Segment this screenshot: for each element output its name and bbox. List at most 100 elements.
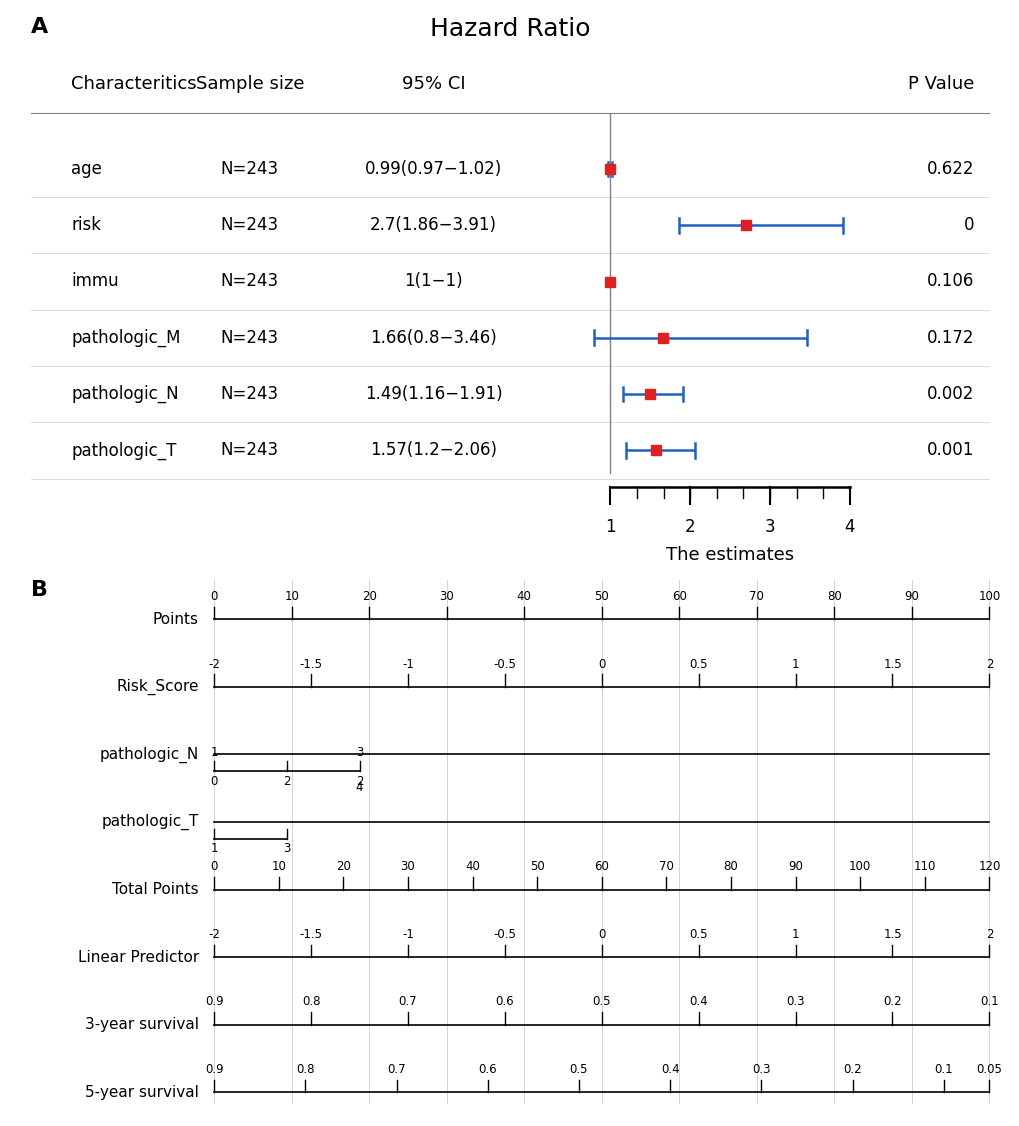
- Text: 50: 50: [594, 590, 608, 602]
- Text: 0.5: 0.5: [689, 928, 707, 941]
- Text: 0.6: 0.6: [495, 995, 514, 1009]
- Text: 0.1: 0.1: [979, 995, 998, 1009]
- Text: 60: 60: [594, 860, 608, 874]
- Text: 0.99(0.97−1.02): 0.99(0.97−1.02): [365, 160, 501, 178]
- Text: Total Points: Total Points: [112, 882, 199, 897]
- Text: 10: 10: [284, 590, 299, 602]
- Text: 0.9: 0.9: [205, 1063, 223, 1076]
- Text: risk: risk: [71, 216, 101, 234]
- Text: N=243: N=243: [221, 385, 278, 403]
- Text: 100: 100: [848, 860, 870, 874]
- Text: The estimates: The estimates: [665, 546, 794, 564]
- Text: 90: 90: [788, 860, 802, 874]
- Text: 0.2: 0.2: [882, 995, 901, 1009]
- Text: 4: 4: [356, 781, 363, 795]
- Text: 0.1: 0.1: [933, 1063, 952, 1076]
- Text: 60: 60: [672, 590, 686, 602]
- Text: 0.3: 0.3: [786, 995, 804, 1009]
- Text: 120: 120: [977, 860, 1000, 874]
- Text: Risk_Score: Risk_Score: [116, 679, 199, 695]
- Text: 4: 4: [844, 518, 854, 536]
- Text: N=243: N=243: [221, 160, 278, 178]
- Text: -2: -2: [208, 658, 220, 670]
- Text: 1.57(1.2−2.06): 1.57(1.2−2.06): [370, 441, 496, 459]
- Text: 70: 70: [658, 860, 674, 874]
- Text: 0.3: 0.3: [751, 1063, 770, 1076]
- Text: 0.7: 0.7: [387, 1063, 406, 1076]
- Text: 0.5: 0.5: [592, 995, 610, 1009]
- Text: 3: 3: [356, 745, 363, 759]
- Text: 0: 0: [597, 658, 605, 670]
- Text: 0.8: 0.8: [296, 1063, 314, 1076]
- Text: 1: 1: [210, 745, 218, 759]
- Text: 10: 10: [271, 860, 286, 874]
- Text: Linear Predictor: Linear Predictor: [77, 949, 199, 965]
- Text: 0.622: 0.622: [925, 160, 973, 178]
- Text: 30: 30: [439, 590, 453, 602]
- Text: age: age: [71, 160, 102, 178]
- Text: Characteritics: Characteritics: [71, 75, 197, 93]
- Text: 3: 3: [764, 518, 774, 536]
- Text: A: A: [31, 17, 48, 37]
- Text: 2: 2: [984, 928, 993, 941]
- Text: -1: -1: [401, 928, 414, 941]
- Text: -1.5: -1.5: [300, 658, 322, 670]
- Text: -0.5: -0.5: [493, 658, 516, 670]
- Text: 1.5: 1.5: [882, 928, 901, 941]
- Text: Sample size: Sample size: [196, 75, 304, 93]
- Text: 0.6: 0.6: [478, 1063, 496, 1076]
- Text: 3: 3: [283, 842, 290, 856]
- Text: pathologic_N: pathologic_N: [100, 747, 199, 762]
- Text: 95% CI: 95% CI: [401, 75, 465, 93]
- Text: P Value: P Value: [907, 75, 973, 93]
- Text: 1.5: 1.5: [882, 658, 901, 670]
- Text: -1.5: -1.5: [300, 928, 322, 941]
- Text: 0: 0: [210, 775, 218, 788]
- Text: 2: 2: [283, 775, 290, 788]
- Text: N=243: N=243: [221, 329, 278, 347]
- Text: immu: immu: [71, 272, 119, 291]
- Text: 70: 70: [749, 590, 763, 602]
- Text: 80: 80: [722, 860, 738, 874]
- Text: 1.49(1.16−1.91): 1.49(1.16−1.91): [365, 385, 501, 403]
- Text: 0.8: 0.8: [302, 995, 320, 1009]
- Text: 0.172: 0.172: [925, 329, 973, 347]
- Text: 3-year survival: 3-year survival: [85, 1017, 199, 1033]
- Text: N=243: N=243: [221, 272, 278, 291]
- Text: 0.5: 0.5: [570, 1063, 588, 1076]
- Text: 0: 0: [210, 860, 218, 874]
- Text: 2.7(1.86−3.91): 2.7(1.86−3.91): [370, 216, 496, 234]
- Text: 50: 50: [529, 860, 544, 874]
- Text: 0.4: 0.4: [689, 995, 707, 1009]
- Text: 0: 0: [963, 216, 973, 234]
- Text: 90: 90: [904, 590, 918, 602]
- Text: pathologic_M: pathologic_M: [71, 329, 180, 347]
- Text: 100: 100: [977, 590, 1000, 602]
- Text: 20: 20: [362, 590, 376, 602]
- Text: 0.05: 0.05: [975, 1063, 1002, 1076]
- Text: 2: 2: [984, 658, 993, 670]
- Text: -2: -2: [208, 928, 220, 941]
- Text: 0: 0: [597, 928, 605, 941]
- Text: 0.4: 0.4: [660, 1063, 679, 1076]
- Text: -0.5: -0.5: [493, 928, 516, 941]
- Text: 2: 2: [356, 775, 363, 788]
- Text: 1.66(0.8−3.46): 1.66(0.8−3.46): [370, 329, 496, 347]
- Text: 0: 0: [210, 590, 218, 602]
- Text: 1(1−1): 1(1−1): [404, 272, 463, 291]
- Text: B: B: [31, 580, 48, 600]
- Text: 40: 40: [517, 590, 531, 602]
- Text: 40: 40: [465, 860, 480, 874]
- Text: 30: 30: [400, 860, 415, 874]
- Text: -1: -1: [401, 658, 414, 670]
- Text: 1: 1: [791, 658, 799, 670]
- Text: N=243: N=243: [221, 441, 278, 459]
- Text: 1: 1: [604, 518, 615, 536]
- Text: pathologic_T: pathologic_T: [71, 441, 176, 459]
- Text: 2: 2: [684, 518, 695, 536]
- Text: 0.001: 0.001: [926, 441, 973, 459]
- Text: Points: Points: [153, 611, 199, 627]
- Text: 110: 110: [913, 860, 935, 874]
- Text: 80: 80: [826, 590, 841, 602]
- Text: pathologic_T: pathologic_T: [102, 814, 199, 830]
